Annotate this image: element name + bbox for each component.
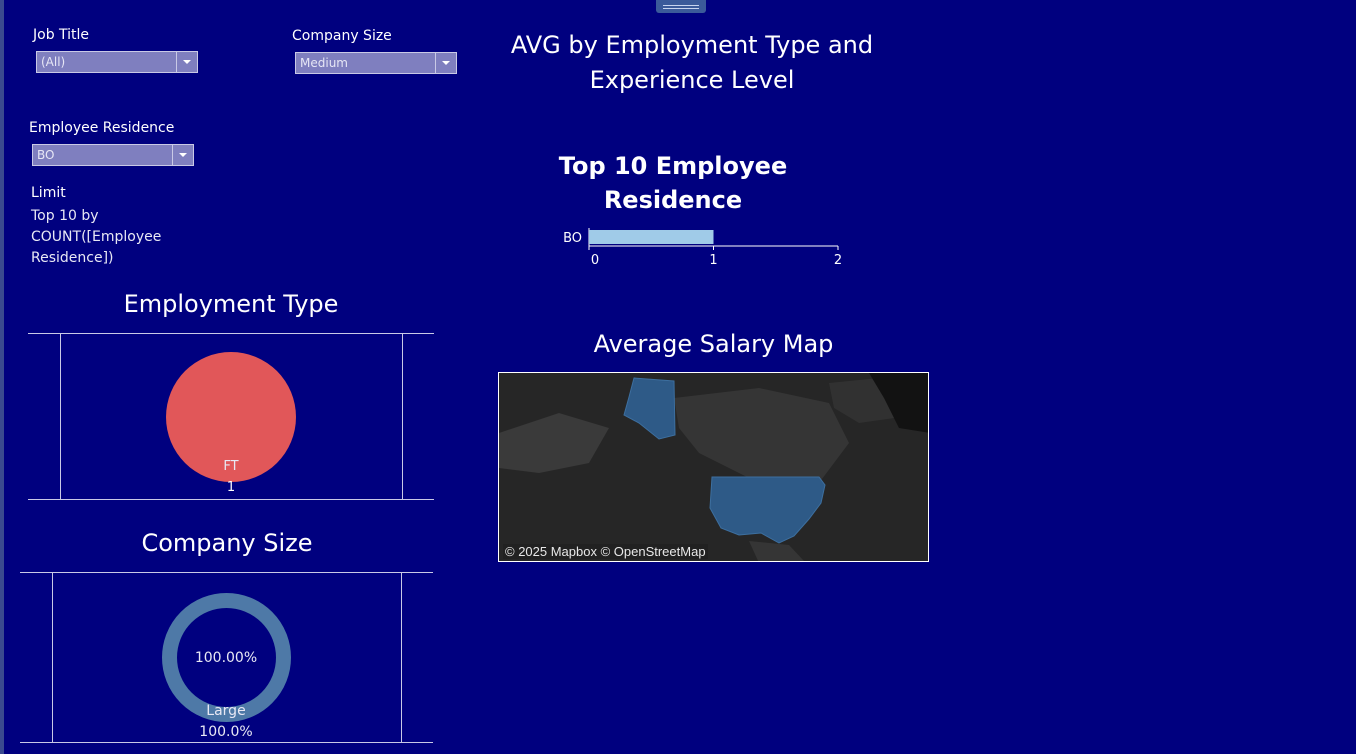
map-canvas [499,373,928,561]
employee-residence-value: BO [37,148,55,162]
x-tick-label: 1 [709,253,717,268]
x-tick-label: 0 [591,253,599,268]
divider [28,499,434,500]
chevron-down-icon[interactable] [172,145,193,165]
donut-slice-label: Large [206,703,246,719]
salary-map[interactable]: © 2025 Mapbox © OpenStreetMap [498,372,929,562]
pie-slice-value: 1 [226,480,236,495]
title-line: Top 10 Employee [558,152,788,180]
employee-residence-dropdown[interactable]: BO [32,144,194,166]
employment-type-title: Employment Type [123,290,339,318]
drag-handle[interactable] [656,0,706,13]
divider [20,742,433,743]
company-size-filter-label: Company Size [292,28,392,44]
region-alaska[interactable] [623,377,676,440]
land-siberia [499,413,609,473]
salary-map-title: Average Salary Map [593,330,834,358]
employee-residence-filter-label: Employee Residence [29,120,175,136]
limit-title: Limit [31,185,66,201]
divider [28,333,434,334]
title-line: Experience Level [589,66,795,94]
divider [401,572,402,743]
job-title-value: (All) [41,55,66,69]
company-size-value: Medium [300,56,348,70]
limit-line: Residence]) [31,250,114,266]
x-tick-label: 2 [834,253,842,268]
pie-slice-label: FT [223,459,239,474]
limit-description: Top 10 by COUNT([Employee Residence]) [31,206,191,269]
title-line: AVG by Employment Type and [510,31,874,59]
company-size-dropdown[interactable]: Medium [295,52,457,74]
bar-bo[interactable] [589,230,714,244]
chevron-down-icon[interactable] [176,52,197,72]
top10-bar-chart: BO 0 1 2 [563,228,842,268]
grip-line [663,5,699,6]
dashboard-left-border [0,0,4,754]
employment-type-pie-slice[interactable] [166,352,296,482]
avg-chart-title: AVG by Employment Type and Experience Le… [480,28,904,98]
chevron-down-icon[interactable] [435,53,456,73]
limit-line: COUNT([Employee [31,229,162,245]
land-mexico [749,541,804,561]
divider [402,333,403,500]
job-title-dropdown[interactable]: (All) [36,51,198,73]
region-united-states[interactable] [709,476,826,544]
title-line: Residence [603,186,743,214]
grip-line [663,8,699,9]
limit-line: Top 10 by [31,208,99,224]
land-canada [674,388,849,483]
divider [20,572,433,573]
land-greenland [869,373,928,433]
category-label: BO [563,231,582,246]
donut-slice-value: 100.0% [199,724,253,740]
job-title-filter-label: Job Title [33,27,90,43]
divider [52,572,53,743]
top10-chart-title: Top 10 Employee Residence [540,149,806,217]
donut-center-label: 100.00% [194,650,258,666]
company-size-title: Company Size [141,529,313,557]
divider [60,333,61,500]
map-attribution: © 2025 Mapbox © OpenStreetMap [503,544,708,559]
